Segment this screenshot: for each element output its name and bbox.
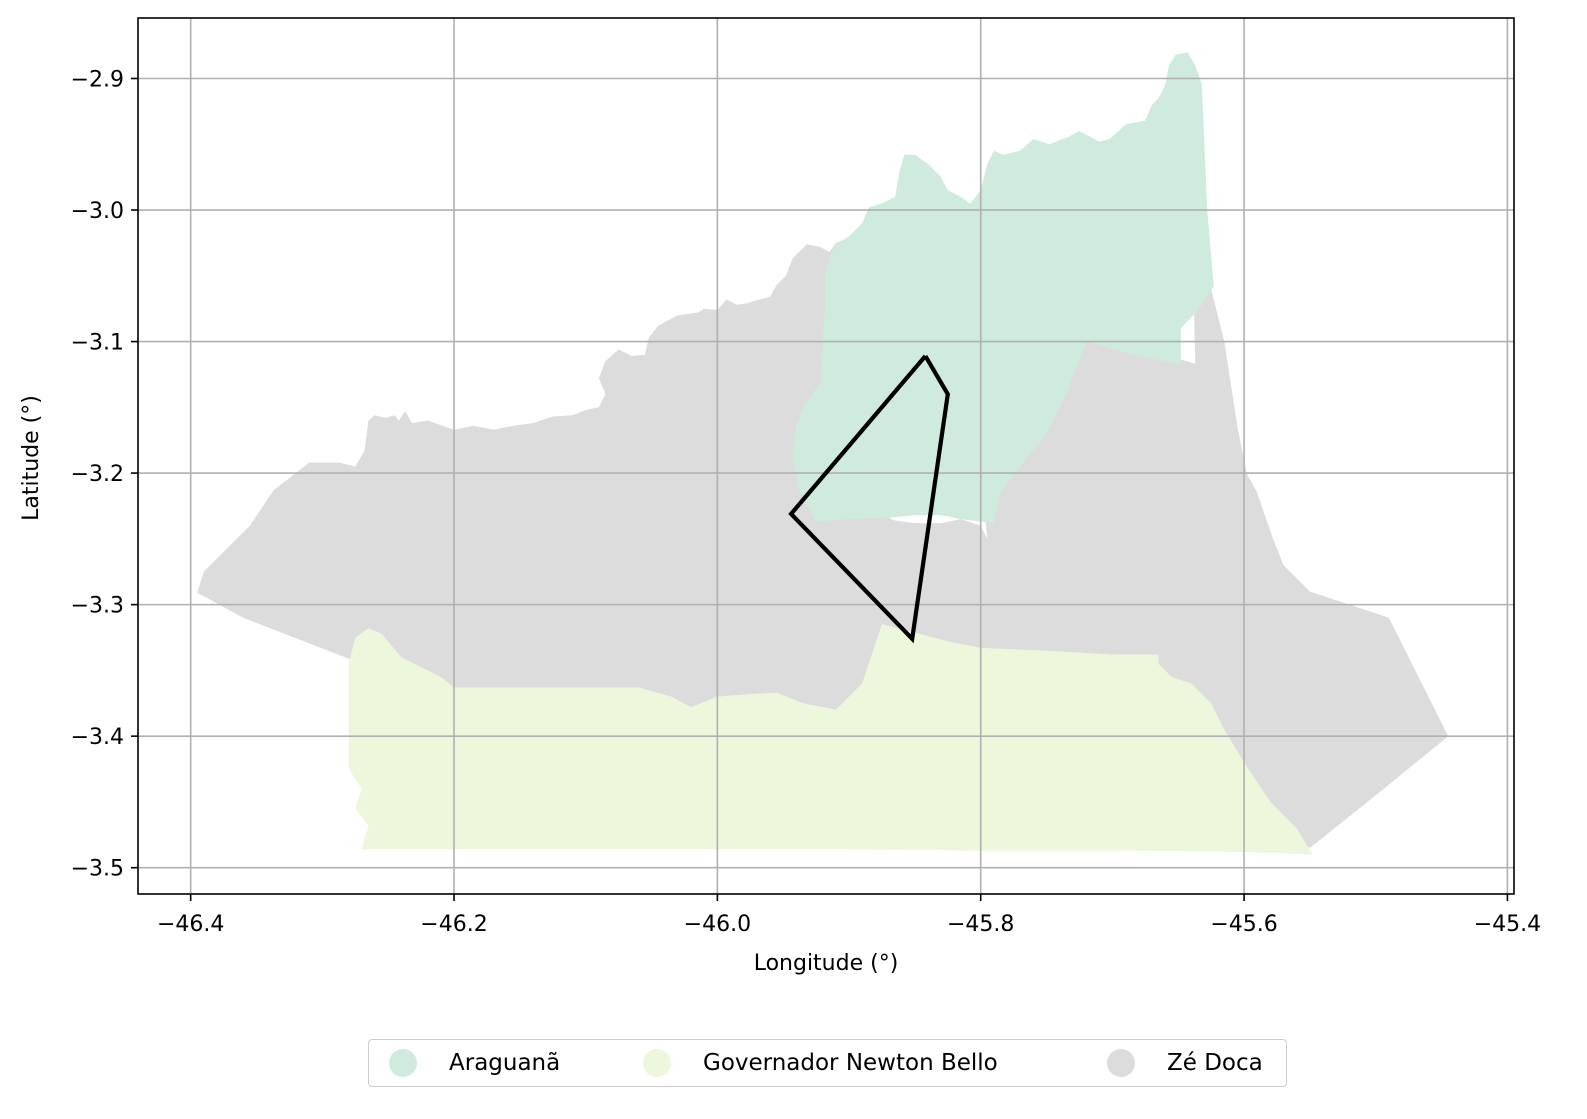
- y-tick-label: −3.5: [71, 857, 124, 882]
- legend-swatch-governador-newton-bello: [643, 1049, 671, 1077]
- y-tick-label: −3.0: [71, 199, 124, 224]
- x-tick-label: −46.0: [684, 912, 751, 937]
- legend-item-ze-doca: Zé Doca: [1107, 1040, 1263, 1086]
- legend-item-governador-newton-bello: Governador Newton Bello: [643, 1040, 998, 1086]
- y-axis-title: Latitude (°): [19, 395, 44, 521]
- region-governador-newton-bello: [348, 624, 1313, 855]
- legend-swatch-araguana: [389, 1049, 417, 1077]
- x-tick-label: −45.4: [1474, 912, 1541, 937]
- x-tick-label: −46.2: [420, 912, 487, 937]
- ticks-layer: −46.4 −46.2 −46.0 −45.8 −45.6 −45.4 −2.9 −3.0 −3…: [71, 68, 1542, 937]
- y-tick-label: −3.3: [71, 594, 124, 619]
- y-tick-label: −3.1: [71, 331, 124, 356]
- legend-label: Araguanã: [449, 1050, 561, 1076]
- legend-label: Governador Newton Bello: [703, 1050, 998, 1076]
- y-tick-label: −2.9: [71, 68, 124, 93]
- legend-swatch-ze-doca: [1107, 1049, 1135, 1077]
- legend-item-araguana: Araguanã: [389, 1040, 560, 1086]
- legend-label: Zé Doca: [1167, 1050, 1263, 1076]
- x-tick-label: −45.6: [1210, 912, 1277, 937]
- x-tick-label: −45.8: [947, 912, 1014, 937]
- x-axis-title: Longitude (°): [754, 951, 899, 976]
- boundary-outline: [788, 354, 950, 644]
- outline-layer: [788, 354, 950, 644]
- region-ze-doca: [197, 239, 1449, 848]
- y-tick-label: −3.2: [71, 462, 124, 487]
- region-araguana: [792, 52, 1214, 524]
- plot-frame: [137, 17, 1515, 895]
- legend: Araguanã Governador Newton Bello Zé Doca: [368, 1039, 1287, 1087]
- regions-layer: [197, 52, 1449, 855]
- x-tick-label: −46.4: [157, 912, 224, 937]
- y-tick-label: −3.4: [71, 725, 124, 750]
